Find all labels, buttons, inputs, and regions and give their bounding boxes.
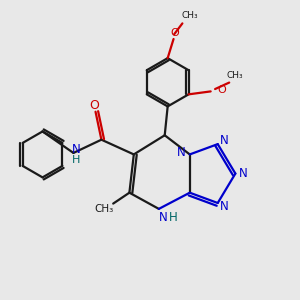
Text: O: O: [218, 85, 226, 95]
Text: N: N: [71, 143, 80, 157]
Text: N: N: [220, 200, 229, 213]
Text: CH₃: CH₃: [182, 11, 198, 20]
Text: N: N: [177, 146, 186, 159]
Text: N: N: [239, 167, 248, 180]
Text: O: O: [171, 28, 179, 38]
Text: N: N: [159, 211, 168, 224]
Text: H: H: [72, 155, 81, 165]
Text: H: H: [169, 211, 178, 224]
Text: CH₃: CH₃: [95, 204, 114, 214]
Text: O: O: [89, 99, 99, 112]
Text: N: N: [220, 134, 229, 147]
Text: CH₃: CH₃: [227, 71, 243, 80]
